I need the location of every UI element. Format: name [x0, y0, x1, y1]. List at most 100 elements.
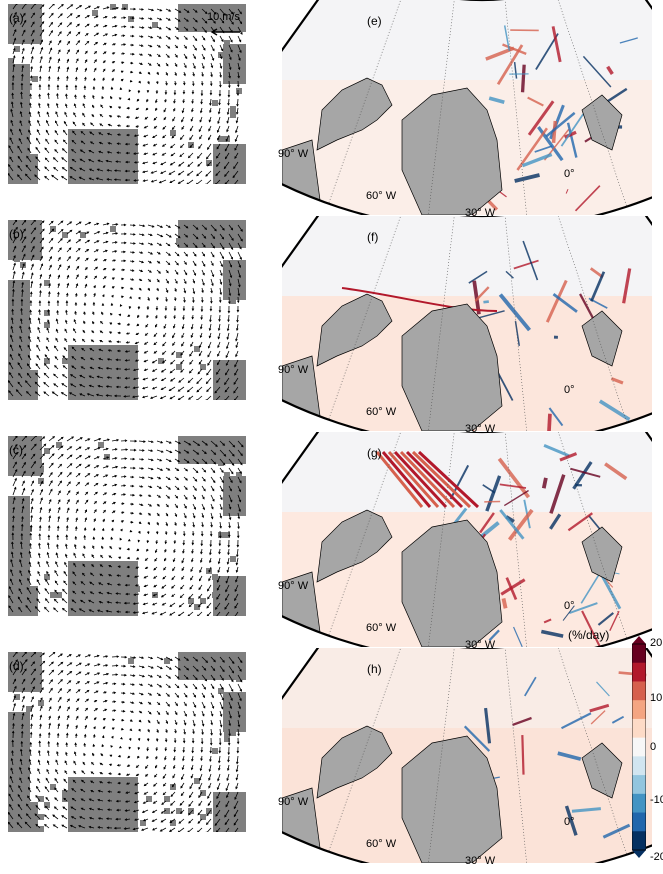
- wind-arrowhead: [209, 560, 212, 564]
- wind-arrowhead: [40, 46, 44, 50]
- wind-arrowhead: [18, 137, 22, 141]
- wind-arrow: [79, 393, 86, 397]
- wind-arrow: [236, 566, 239, 573]
- wind-arrowhead: [219, 525, 222, 529]
- wind-arrow: [21, 480, 25, 487]
- streak: [543, 443, 570, 458]
- wind-arrowhead: [89, 348, 93, 351]
- wind-arrowhead: [214, 183, 216, 184]
- wind-arrowhead: [194, 253, 197, 257]
- wind-arrow: [224, 602, 230, 610]
- land-canada: [316, 725, 393, 799]
- wind-arrowhead: [141, 810, 145, 813]
- wind-arrowhead: [218, 93, 222, 97]
- wind-arrowhead: [10, 569, 13, 572]
- land-pixel: [140, 820, 146, 826]
- wind-arrowhead: [138, 728, 141, 732]
- wind-arrowhead: [8, 595, 11, 598]
- land-pixel: [188, 22, 194, 28]
- wind-arrowhead: [35, 146, 38, 150]
- wind-arrowhead: [65, 543, 68, 547]
- wind-arrow: [219, 710, 222, 717]
- wind-arrow: [29, 543, 32, 550]
- land-pixel: [92, 568, 98, 574]
- wind-arrowhead: [9, 353, 13, 357]
- wind-arrowhead: [102, 518, 105, 522]
- wind-arrowhead: [225, 355, 229, 359]
- wind-arrowhead: [167, 243, 171, 247]
- wind-arrow: [79, 608, 86, 613]
- wind-arrow: [55, 120, 59, 127]
- wind-arrow: [12, 487, 17, 496]
- wind-arrowhead: [121, 511, 125, 514]
- wind-arrow: [48, 463, 54, 469]
- wind-arrowhead: [184, 65, 187, 69]
- wind-arrowhead: [228, 506, 232, 510]
- wind-arrowhead: [31, 497, 34, 501]
- wind-arrowhead: [124, 610, 128, 614]
- wind-arrow: [188, 377, 194, 383]
- wind-arrow: [79, 167, 86, 172]
- wind-arrow: [237, 242, 242, 249]
- wind-arrowhead: [177, 226, 181, 229]
- wind-arrowhead: [34, 174, 37, 178]
- wind-arrow: [207, 593, 212, 600]
- wind-arrow: [66, 4, 73, 10]
- wind-arrowhead: [212, 236, 216, 240]
- wind-arrowhead: [77, 31, 81, 35]
- wind-arrowhead: [119, 537, 123, 541]
- wind-arrow: [9, 137, 14, 145]
- wind-arrowhead: [36, 354, 39, 358]
- wind-arrowhead: [82, 761, 86, 765]
- wind-arrowhead: [189, 786, 192, 790]
- wind-arrowhead: [140, 701, 143, 705]
- wind-arrowhead: [67, 498, 70, 502]
- wind-arrowhead: [63, 788, 67, 792]
- wind-arrowhead: [181, 767, 185, 771]
- wind-arrow: [70, 176, 77, 181]
- wind-arrowhead: [195, 658, 199, 662]
- wind-arrow: [174, 233, 181, 239]
- wind-arrowhead: [157, 721, 160, 725]
- wind-arrowhead: [230, 480, 233, 484]
- wind-arrow: [57, 472, 63, 478]
- wind-arrow: [75, 437, 83, 442]
- wind-arrowhead: [126, 106, 130, 110]
- wind-arrowhead: [28, 786, 31, 790]
- wind-arrowhead: [92, 311, 95, 315]
- land-pixel: [92, 370, 98, 376]
- wind-arrowhead: [55, 102, 59, 106]
- wind-arrow: [189, 350, 194, 357]
- wind-arrowhead: [19, 578, 22, 582]
- wind-arrowhead: [98, 601, 102, 604]
- wind-arrow: [228, 35, 233, 43]
- wind-arrowhead: [29, 741, 33, 745]
- wind-arrowhead: [69, 22, 72, 25]
- wind-arrow: [66, 481, 71, 487]
- wind-arrowhead: [101, 311, 104, 315]
- wind-arrowhead: [144, 558, 148, 561]
- wind-arrowhead: [76, 715, 79, 719]
- wind-arrowhead: [131, 43, 135, 47]
- wind-arrow: [47, 309, 50, 316]
- wind-arrowhead: [225, 580, 229, 584]
- wind-arrowhead: [69, 221, 73, 224]
- wind-arrow: [192, 674, 198, 680]
- land-canada: [316, 293, 393, 367]
- wind-arrowhead: [240, 238, 243, 242]
- wind-arrowhead: [78, 230, 82, 234]
- wind-arrowhead: [223, 166, 227, 170]
- wind-arrowhead: [21, 281, 24, 285]
- wind-arrowhead: [126, 323, 130, 326]
- streak: [488, 629, 500, 642]
- wind-arrowhead: [68, 256, 71, 259]
- wind-arrowhead: [205, 399, 207, 400]
- wind-arrowhead: [188, 442, 192, 446]
- wind-arrowhead: [86, 257, 89, 261]
- wind-arrowhead: [20, 101, 23, 105]
- streak: [545, 111, 576, 138]
- wind-arrow: [115, 602, 122, 604]
- wind-arrowhead: [12, 722, 15, 726]
- wind-arrow: [178, 170, 185, 176]
- wind-arrowhead: [178, 380, 181, 383]
